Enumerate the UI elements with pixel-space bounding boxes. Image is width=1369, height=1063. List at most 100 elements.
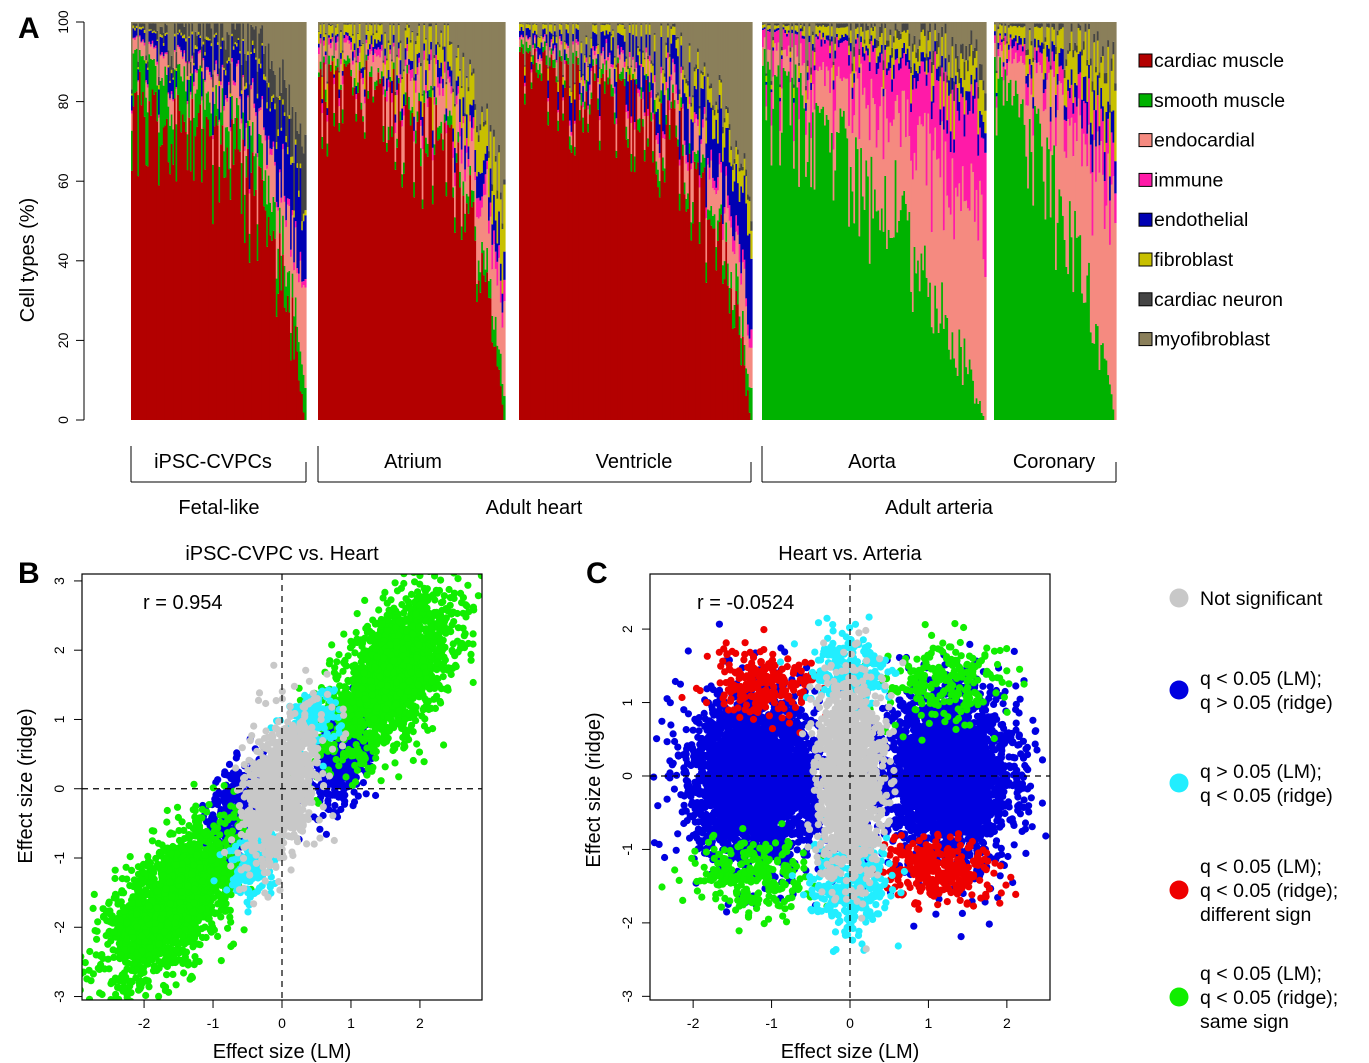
bar-segment bbox=[274, 165, 277, 203]
bar-segment bbox=[1030, 152, 1033, 420]
bar-segment bbox=[732, 328, 735, 420]
bar-segment bbox=[132, 23, 135, 26]
bar-segment bbox=[391, 80, 394, 94]
bar-segment bbox=[207, 67, 210, 70]
bar-segment bbox=[640, 24, 643, 37]
bar-segment bbox=[299, 22, 302, 124]
bar-segment bbox=[469, 175, 472, 420]
bar-segment bbox=[953, 100, 956, 140]
bar-segment bbox=[939, 76, 942, 110]
bar-segment bbox=[465, 152, 469, 194]
bar-segment bbox=[537, 61, 540, 70]
bar-segment bbox=[780, 46, 784, 51]
bar-segment bbox=[218, 80, 221, 87]
bar-segment bbox=[445, 120, 448, 134]
bar-segment bbox=[612, 96, 615, 420]
bar-segment bbox=[240, 22, 243, 65]
bar-segment bbox=[285, 220, 288, 227]
bar-segment bbox=[1086, 133, 1089, 167]
bar-segment bbox=[404, 27, 407, 31]
bar-segment bbox=[448, 22, 452, 42]
bar-segment bbox=[220, 144, 223, 420]
bar-segment bbox=[221, 23, 224, 38]
bar-segment bbox=[796, 25, 799, 32]
bar-segment bbox=[445, 108, 448, 121]
bar-segment bbox=[1105, 142, 1108, 206]
bar-segment bbox=[910, 22, 913, 67]
bar-segment bbox=[887, 46, 891, 63]
bar-segment bbox=[867, 30, 870, 49]
bar-segment bbox=[707, 73, 710, 77]
bar-segment bbox=[1048, 27, 1051, 49]
bar-segment bbox=[700, 177, 703, 420]
bar-segment bbox=[375, 30, 379, 33]
bar-segment bbox=[894, 100, 897, 161]
bar-segment bbox=[488, 297, 491, 420]
bar-segment bbox=[220, 81, 223, 86]
bar-segment bbox=[1004, 35, 1007, 45]
bar-segment bbox=[767, 61, 770, 421]
bar-segment bbox=[177, 34, 180, 45]
bar-segment bbox=[548, 47, 552, 51]
bar-segment bbox=[903, 22, 906, 24]
bar-segment bbox=[387, 126, 390, 141]
bar-segment bbox=[1018, 61, 1021, 118]
bar-segment bbox=[1095, 22, 1098, 67]
bar-segment bbox=[775, 76, 779, 421]
bar-segment bbox=[201, 128, 204, 183]
bar-segment bbox=[738, 201, 741, 245]
bar-segment bbox=[865, 22, 868, 24]
bar-segment bbox=[154, 91, 158, 420]
bar-segment bbox=[224, 127, 228, 178]
bar-segment bbox=[702, 74, 705, 89]
bar-segment bbox=[747, 22, 750, 195]
bar-segment bbox=[1021, 51, 1025, 64]
bar-segment bbox=[1013, 59, 1016, 96]
bar-segment bbox=[677, 56, 680, 101]
bar-segment bbox=[630, 67, 633, 81]
bar-segment bbox=[299, 260, 302, 352]
bar-segment bbox=[353, 77, 356, 88]
bar-segment bbox=[762, 24, 765, 29]
bar-segment bbox=[848, 37, 851, 46]
bar-segment bbox=[343, 23, 346, 25]
bar-segment bbox=[151, 33, 154, 41]
bar-segment bbox=[647, 55, 650, 60]
bar-segment bbox=[813, 70, 817, 110]
bar-segment bbox=[1056, 35, 1060, 74]
bar-segment bbox=[772, 47, 775, 51]
bar-segment bbox=[630, 122, 633, 154]
bar-segment bbox=[472, 128, 475, 191]
bar-segment bbox=[1006, 41, 1009, 44]
bar-segment bbox=[670, 28, 673, 44]
bar-segment bbox=[618, 33, 622, 55]
bar-segment bbox=[158, 114, 161, 118]
bar-segment bbox=[1023, 37, 1026, 45]
bar-segment bbox=[498, 257, 501, 350]
bar-segment bbox=[167, 65, 170, 68]
bar-segment bbox=[1081, 293, 1084, 420]
bar-segment bbox=[648, 82, 652, 92]
bar-segment bbox=[259, 28, 263, 64]
bar-segment bbox=[667, 100, 670, 421]
bar-segment bbox=[811, 22, 815, 32]
bar-segment bbox=[999, 35, 1002, 46]
bar-segment bbox=[767, 25, 770, 30]
bar-segment bbox=[682, 66, 685, 70]
bar-segment bbox=[782, 29, 785, 50]
bar-segment bbox=[465, 203, 469, 420]
bar-segment bbox=[841, 42, 844, 81]
bar-segment bbox=[341, 50, 345, 53]
bar-segment bbox=[358, 46, 362, 53]
bar-segment bbox=[421, 135, 424, 150]
bar-segment bbox=[672, 92, 675, 420]
bar-segment bbox=[999, 33, 1002, 36]
bar-segment bbox=[650, 90, 653, 98]
bar-segment bbox=[1061, 23, 1065, 28]
bar-segment bbox=[650, 63, 653, 73]
bar-segment bbox=[202, 57, 205, 61]
bar-segment bbox=[550, 48, 553, 55]
bar-segment bbox=[221, 125, 224, 421]
bar-segment bbox=[414, 143, 418, 420]
